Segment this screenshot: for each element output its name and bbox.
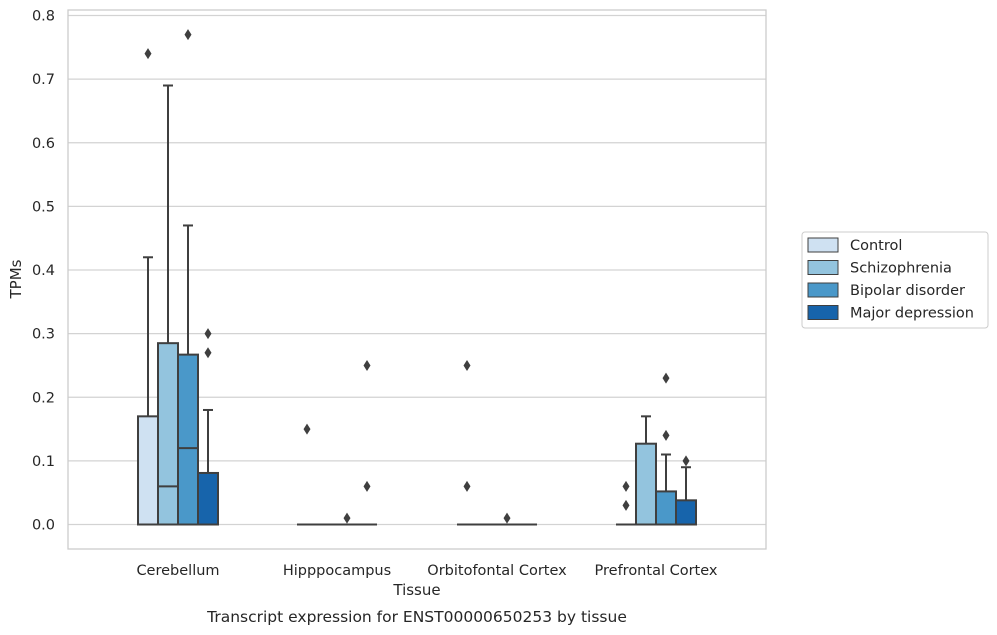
x-tick-label: Prefrontal Cortex	[595, 563, 718, 579]
box-bipolar-disorder	[655, 372, 677, 526]
outlier-point	[204, 347, 212, 359]
outlier-point	[303, 423, 311, 435]
box-body	[197, 471, 219, 526]
y-tick-label: 0.6	[32, 136, 55, 152]
outlier-point	[662, 372, 670, 384]
y-tick-label: 0.2	[32, 390, 55, 406]
box-body	[655, 490, 677, 526]
outlier-point	[463, 359, 471, 371]
legend-label: Schizophrenia	[850, 261, 952, 277]
box-body	[137, 415, 159, 526]
outlier-point	[622, 480, 630, 492]
y-axis-label: TPMs	[7, 259, 25, 299]
y-tick-label: 0.3	[32, 327, 55, 343]
box-body	[675, 499, 697, 526]
outlier-point	[363, 480, 371, 492]
plot-area-frame	[67, 9, 767, 550]
box-major-depression	[357, 359, 377, 526]
outlier-point	[682, 455, 690, 467]
outlier-point	[204, 328, 212, 340]
outlier-point	[184, 29, 192, 41]
box-bipolar-disorder	[177, 29, 199, 526]
x-tick-label: Cerebellum	[136, 563, 219, 579]
box-schizophrenia	[635, 415, 657, 526]
legend-swatch	[807, 282, 839, 298]
legend-swatch	[807, 260, 839, 275]
legend-swatch	[807, 305, 839, 320]
y-tick-label: 0.4	[32, 263, 55, 279]
box-body	[157, 342, 179, 526]
y-tick-label: 0.7	[32, 72, 55, 88]
outlier-point	[503, 512, 511, 524]
box-major-depression	[197, 328, 219, 526]
x-tick-label: Hipppocampus	[283, 563, 391, 579]
outlier-point	[343, 512, 351, 524]
y-tick-label: 0.1	[32, 454, 55, 470]
legend-label: Major depression	[850, 306, 974, 322]
legend: Control Schizophrenia Bipolar disorder Majo…	[801, 231, 989, 329]
box-control	[457, 359, 477, 526]
box-bipolar-disorder	[337, 512, 357, 526]
outlier-point	[622, 499, 630, 511]
y-tick-label: 0.8	[32, 9, 55, 25]
y-tick-label: 0.0	[32, 518, 55, 534]
chart-caption: Transcript expression for ENST0000065025…	[206, 608, 627, 626]
legend-swatch	[807, 237, 839, 253]
box-schizophrenia	[157, 84, 179, 526]
y-tick-label: 0.5	[32, 199, 55, 215]
box-body	[635, 442, 657, 526]
box-plots	[137, 29, 697, 526]
legend-frame	[801, 231, 989, 329]
box-control	[616, 480, 636, 526]
x-axis-ticks: Cerebellum Hipppocampus Orbitofontal Corte…	[136, 563, 717, 579]
x-tick-label: Orbitofontal Cortex	[427, 563, 567, 579]
legend-label: Control	[850, 238, 902, 254]
outlier-point	[144, 48, 152, 60]
outlier-point	[463, 480, 471, 492]
box-bipolar-disorder	[497, 512, 517, 526]
outlier-point	[662, 429, 670, 441]
outlier-point	[363, 359, 371, 371]
box-major-depression	[675, 455, 697, 526]
y-axis-ticks: 0.0 0.1 0.2 0.3 0.4 0.5 0.6 0.7 0.8	[32, 9, 55, 534]
legend-label: Bipolar disorder	[850, 283, 965, 299]
x-axis-label: Tissue	[392, 581, 440, 599]
box-body	[177, 353, 199, 526]
box-control	[137, 48, 159, 526]
box-control	[297, 423, 317, 526]
